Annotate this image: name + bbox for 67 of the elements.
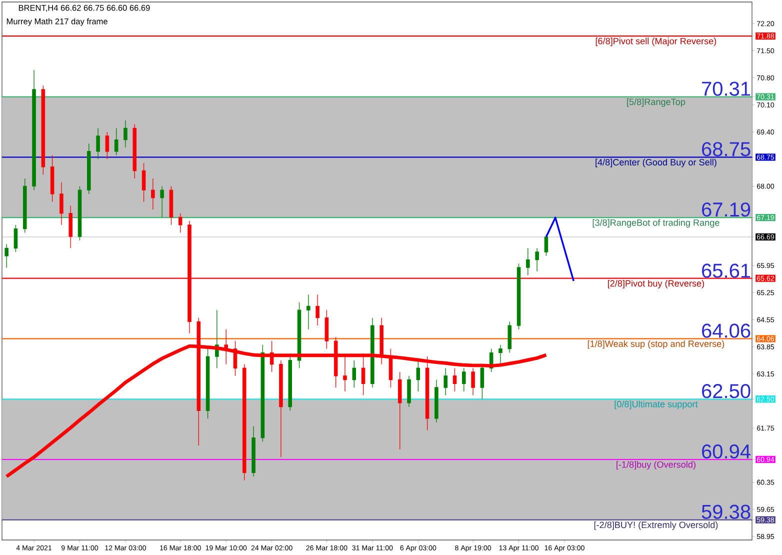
- ref-line-label: [3/8]RangeBot of trading Range: [592, 219, 720, 228]
- candlestick: [4, 244, 8, 268]
- candlestick: [206, 348, 210, 419]
- candlestick: [516, 263, 521, 330]
- candlestick: [508, 321, 512, 353]
- candlestick: [142, 162, 146, 202]
- candlestick: [60, 182, 64, 226]
- chart-title: BRENT,H4 66.62 66.75 66.60 66.69: [18, 4, 150, 12]
- candlestick: [452, 368, 457, 392]
- ref-line-label: [-2/8]BUY! (Extremly Oversold): [594, 521, 718, 530]
- candlestick: [498, 344, 502, 365]
- ref-line-label: [2/8]Pivot buy (Reverse): [608, 280, 704, 288]
- candlestick: [32, 70, 36, 190]
- candlestick: [425, 356, 430, 430]
- candlestick: [41, 85, 46, 175]
- candlestick: [407, 376, 411, 408]
- candlestick: [306, 294, 310, 330]
- candlestick: [22, 178, 27, 234]
- candlestick: [160, 186, 164, 218]
- candlestick: [288, 356, 292, 412]
- annotation: 68.75: [702, 142, 750, 156]
- candlestick: [132, 124, 137, 179]
- candlestick: [370, 317, 374, 388]
- ref-line-label: [1/8]Weak sup (stop and Reverse): [588, 340, 724, 349]
- candlestick: [78, 186, 82, 241]
- candlestick: [279, 360, 283, 458]
- candlestick: [324, 310, 329, 350]
- candlestick: [526, 248, 530, 276]
- candlestick: [444, 368, 448, 396]
- annotation: 60.94: [702, 444, 750, 459]
- annotation: 65.61: [702, 264, 750, 278]
- candlestick: [416, 360, 420, 392]
- ref-line-label: [6/8]Pivot sell (Major Reverse): [596, 38, 716, 46]
- annotation: 70.31: [702, 82, 750, 96]
- candlestick: [114, 128, 118, 156]
- line-series: [545, 216, 575, 282]
- annotation: 67.19: [702, 202, 750, 217]
- text: Murrey Math 217 day frame: [6, 18, 108, 26]
- candlestick: [434, 379, 438, 423]
- candlestick: [87, 143, 91, 194]
- candlestick: [361, 356, 366, 396]
- candlestick: [50, 154, 54, 202]
- candlestick: [462, 368, 466, 392]
- annotation: 62.50: [702, 384, 750, 398]
- ref-line-label: [-1/8]buy (Oversold): [616, 461, 696, 470]
- candlestick: [398, 372, 402, 450]
- candlestick: [535, 248, 539, 272]
- candlestick: [352, 360, 356, 388]
- ref-line-label: [5/8]RangeTop: [627, 98, 686, 107]
- ref-line-label: [0/8]Ultimate support: [614, 400, 698, 410]
- candlestick: [68, 205, 72, 248]
- candlestick: [316, 294, 320, 326]
- candlestick: [343, 356, 347, 392]
- candlestick: [96, 128, 100, 160]
- ref-line-label: [4/8]Center (Good Buy or Sell): [596, 158, 716, 168]
- candlestick: [105, 132, 110, 160]
- candlestick: [544, 234, 548, 256]
- candlestick: [252, 426, 256, 477]
- candlestick: [169, 186, 174, 226]
- candlestick: [151, 178, 155, 210]
- annotation: 59.38: [702, 504, 750, 519]
- candlestick: [124, 120, 128, 148]
- candlestick: [242, 364, 246, 481]
- candlestick: [471, 368, 475, 396]
- annotation: 64.06: [702, 324, 750, 338]
- candlestick: [178, 212, 182, 234]
- candlestick: [14, 224, 18, 252]
